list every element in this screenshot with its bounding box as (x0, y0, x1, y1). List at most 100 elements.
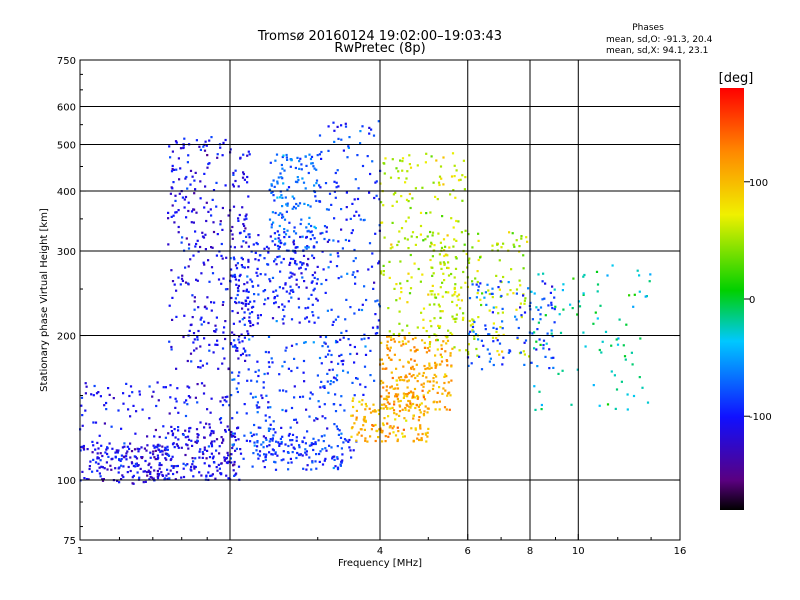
scatter-point (244, 215, 247, 218)
scatter-point (330, 353, 333, 357)
scatter-point (508, 231, 511, 234)
scatter-point (325, 226, 328, 229)
scatter-point (518, 279, 521, 282)
scatter-point (231, 233, 234, 236)
scatter-point (344, 125, 348, 128)
scatter-point (289, 285, 292, 288)
scatter-point (349, 306, 352, 309)
scatter-point (487, 333, 490, 336)
scatter-point (404, 374, 407, 377)
scatter-point (257, 374, 260, 378)
scatter-point (408, 405, 411, 408)
scatter-point (275, 440, 278, 443)
scatter-point (304, 442, 307, 445)
scatter-point (299, 261, 302, 264)
scatter-point (381, 440, 384, 443)
scatter-point (316, 278, 319, 281)
scatter-point (321, 448, 324, 451)
scatter-point (270, 223, 273, 226)
scatter-point (308, 320, 311, 323)
scatter-point (626, 408, 629, 411)
scatter-point (446, 359, 449, 363)
scatter-point (406, 170, 409, 173)
scatter-point (614, 407, 617, 410)
scatter-point (212, 189, 216, 192)
scatter-point (334, 196, 337, 199)
scatter-point (291, 195, 294, 198)
scatter-point (425, 351, 428, 354)
scatter-point (283, 360, 286, 363)
scatter-point (243, 266, 246, 269)
scatter-point (101, 466, 104, 469)
scatter-point (429, 319, 432, 323)
scatter-point (215, 328, 218, 331)
scatter-point (431, 284, 434, 287)
scatter-point (488, 352, 491, 355)
scatter-point (443, 375, 446, 378)
scatter-point (299, 222, 302, 226)
scatter-point (320, 380, 323, 383)
scatter-point (196, 383, 199, 386)
scatter-point (440, 267, 443, 270)
scatter-point (267, 427, 270, 430)
scatter-point (326, 372, 329, 375)
scatter-point (383, 417, 386, 420)
scatter-point (368, 407, 371, 410)
scatter-point (332, 320, 335, 323)
scatter-point (241, 206, 244, 209)
scatter-point (254, 251, 257, 254)
scatter-point (230, 296, 233, 300)
scatter-point (442, 183, 445, 186)
scatter-point (617, 337, 620, 340)
scatter-point (185, 399, 188, 402)
scatter-point (452, 189, 455, 192)
scatter-point (244, 359, 247, 362)
scatter-point (531, 332, 534, 335)
scatter-point (191, 444, 194, 447)
scatter-point (277, 213, 280, 216)
scatter-point (184, 281, 188, 284)
scatter-point (306, 464, 309, 467)
scatter-point (395, 367, 398, 370)
scatter-point (147, 470, 150, 473)
scatter-point (177, 411, 180, 414)
scatter-point (610, 370, 613, 373)
scatter-point (274, 468, 278, 471)
scatter-point (360, 308, 364, 312)
scatter-point (394, 418, 397, 421)
scatter-point (338, 429, 341, 432)
scatter-point (474, 277, 477, 280)
scatter-point (498, 259, 501, 262)
scatter-point (385, 405, 388, 408)
scatter-point (363, 218, 366, 221)
scatter-point (413, 346, 416, 349)
scatter-point (389, 407, 392, 410)
scatter-point (156, 381, 159, 384)
scatter-point (211, 457, 215, 460)
scatter-point (247, 290, 250, 293)
chart-title: Tromsø 20160124 19:02:00–19:03:43 (257, 29, 502, 44)
scatter-point (393, 403, 396, 406)
scatter-point (501, 320, 504, 323)
scatter-point (168, 304, 171, 307)
scatter-point (278, 443, 281, 446)
scatter-point (247, 266, 250, 269)
scatter-point (201, 456, 204, 459)
scatter-point (175, 465, 178, 468)
scatter-point (363, 337, 366, 340)
scatter-point (435, 363, 438, 366)
scatter-point (429, 245, 432, 248)
scatter-point (645, 295, 648, 298)
scatter-point (408, 332, 411, 335)
scatter-point (300, 218, 303, 221)
scatter-point (192, 460, 195, 463)
scatter-point (502, 242, 505, 245)
scatter-point (452, 245, 455, 248)
scatter-point (447, 381, 450, 384)
scatter-point (195, 441, 198, 444)
scatter-point (138, 448, 141, 451)
scatter-point (241, 258, 244, 261)
scatter-point (233, 432, 236, 435)
scatter-point (340, 447, 343, 450)
scatter-point (442, 261, 445, 264)
